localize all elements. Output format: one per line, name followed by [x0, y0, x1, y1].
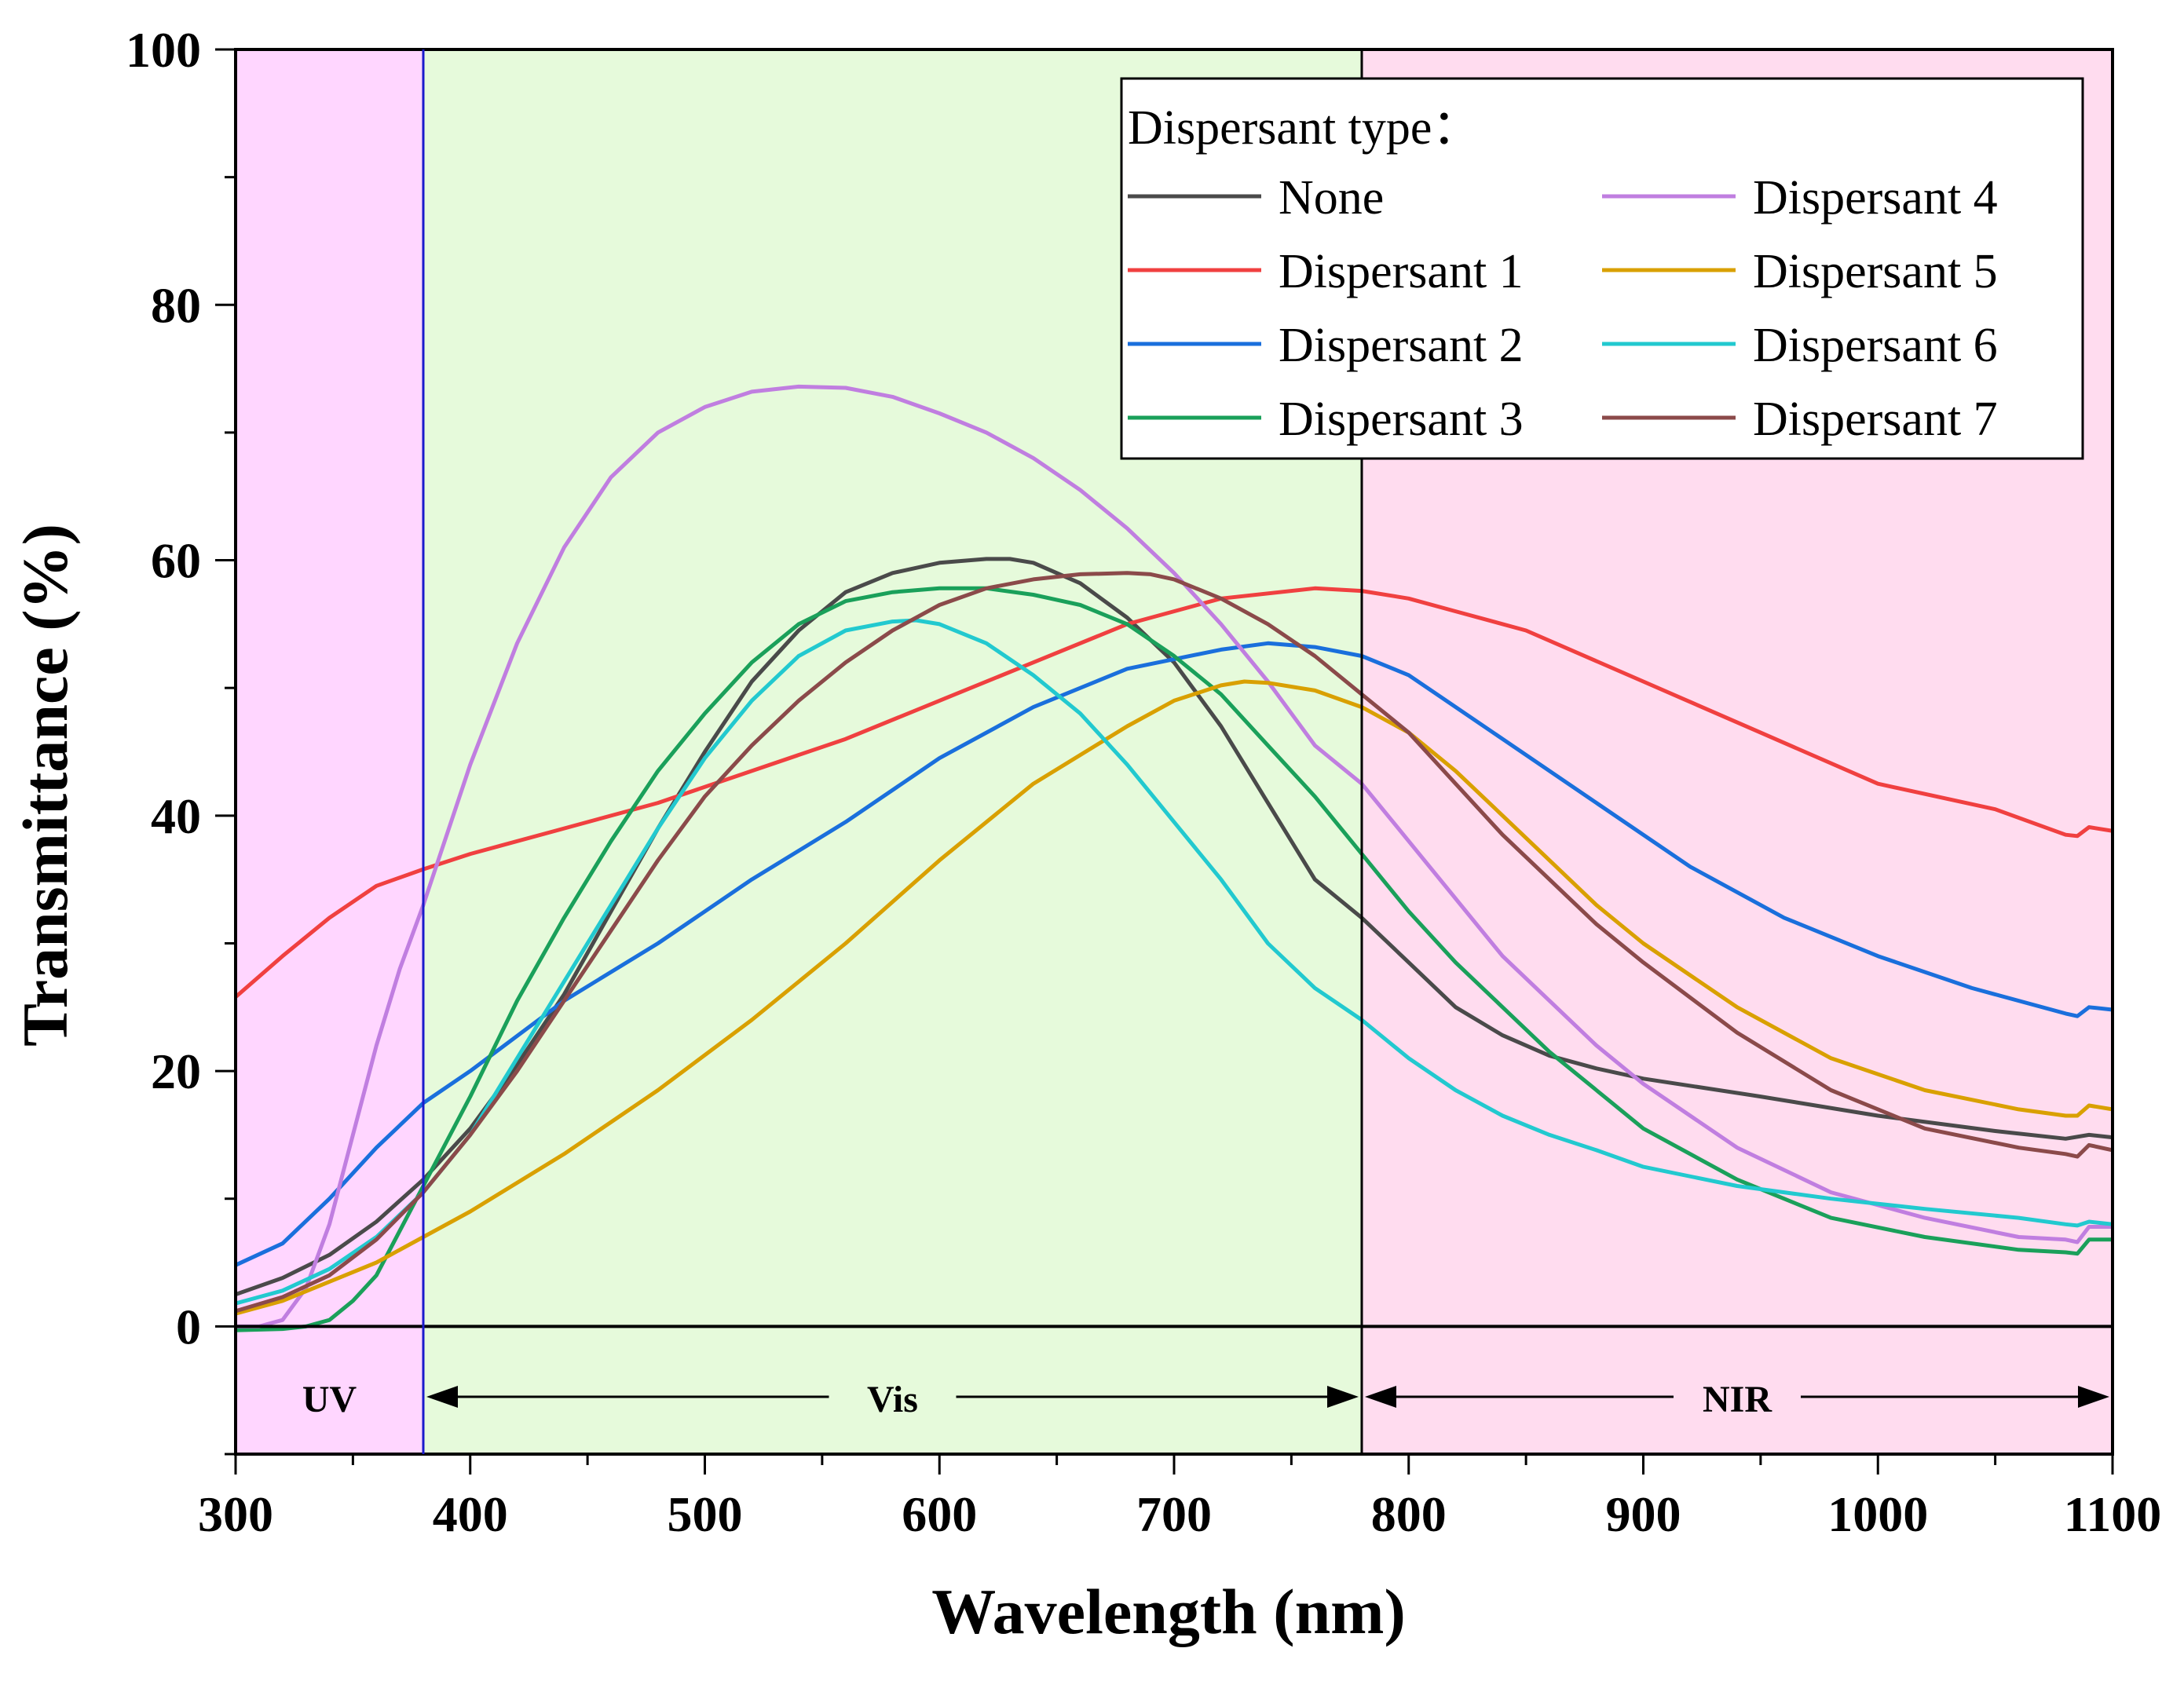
x-tick-label: 300	[198, 1486, 273, 1542]
legend-label-6: Dispersant 5	[1753, 245, 1998, 298]
arrowhead-right-vis	[1327, 1386, 1359, 1408]
arrowhead-right-nir	[2078, 1386, 2109, 1408]
legend-label-4: Dispersant 3	[1279, 393, 1524, 446]
series-line-3	[236, 641, 2113, 1267]
axis-ticks	[215, 48, 2114, 1475]
x-tick-label: 400	[433, 1486, 508, 1542]
y-tick-label: 80	[151, 277, 201, 333]
region-label-vis: Vis	[867, 1379, 918, 1420]
series-line-5	[236, 384, 2113, 1328]
y-tick-label: 60	[151, 533, 201, 589]
legend-label-2: Dispersant 1	[1279, 245, 1524, 298]
series-line-8	[236, 571, 2113, 1314]
x-tick-label: 500	[668, 1486, 743, 1542]
legend-title: Dispersant type：	[1128, 101, 1480, 155]
x-tick-label: 1000	[1827, 1486, 1928, 1542]
legend-label-7: Dispersant 6	[1753, 319, 1998, 372]
series-line-4	[236, 586, 2113, 1332]
legend-label-5: Dispersant 4	[1753, 171, 1998, 225]
plot-series	[236, 384, 2113, 1332]
y-tick-label: 100	[126, 22, 201, 78]
series-line-7	[236, 618, 2113, 1306]
y-tick-label: 0	[176, 1299, 201, 1354]
y-axis-title: Transmittance (%)	[9, 524, 81, 1047]
x-axis-title: Wavelength (nm)	[931, 1576, 1406, 1647]
region-label-uv: UV	[302, 1379, 357, 1420]
x-tick-label: 600	[902, 1486, 977, 1542]
x-tick-label: 1100	[2064, 1486, 2161, 1542]
x-tick-label: 800	[1371, 1486, 1447, 1542]
legend-label-3: Dispersant 2	[1279, 319, 1524, 372]
region-label-nir: NIR	[1703, 1379, 1772, 1420]
arrowhead-left-vis	[426, 1386, 458, 1408]
axis-tick-labels: 300 400 500 600 700 800 900 1000 1100 0 20 40 60 80 10…	[126, 22, 2161, 1542]
legend-label-1: None	[1279, 171, 1384, 225]
y-tick-label: 20	[151, 1043, 201, 1099]
legend: Dispersant type： None Dispersant 1 Dispers…	[1120, 77, 2084, 460]
legend-items: None Dispersant 1 Dispersant 2 Dispersant 3…	[1128, 171, 1998, 446]
x-tick-label: 700	[1136, 1486, 1212, 1542]
legend-label-8: Dispersant 7	[1753, 393, 1998, 446]
arrowhead-left-nir	[1365, 1386, 1396, 1408]
y-tick-label: 40	[151, 788, 201, 844]
x-tick-label: 900	[1606, 1486, 1681, 1542]
series-line-6	[236, 679, 2113, 1316]
